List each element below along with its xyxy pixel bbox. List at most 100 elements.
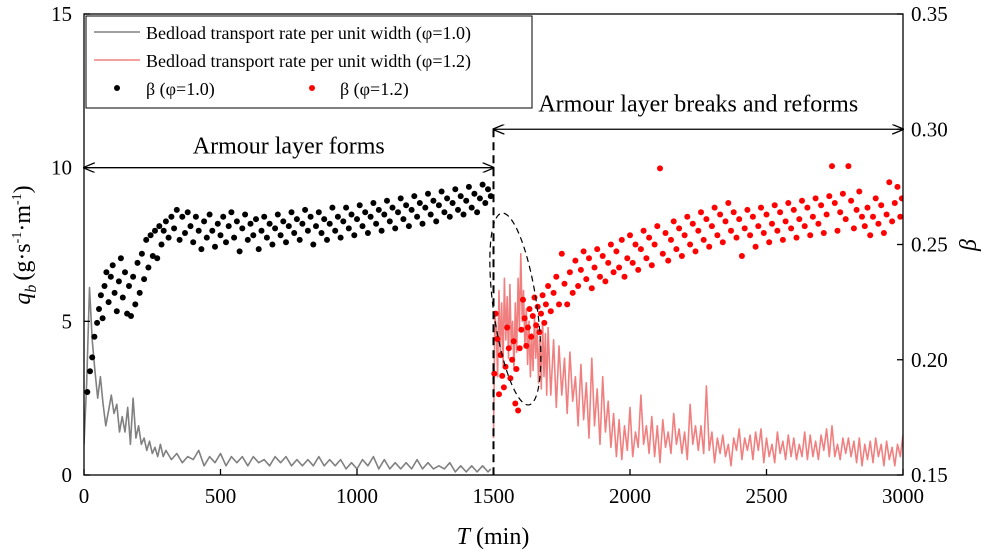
y-left-title-unit: (g·s-1·m-1) xyxy=(10,185,36,280)
scatter-point-3 xyxy=(152,227,158,234)
scatter-point-4 xyxy=(859,213,865,220)
scatter-point-3 xyxy=(84,389,91,395)
scatter-point-3 xyxy=(444,195,451,202)
scatter-point-3 xyxy=(405,223,412,230)
scatter-point-4 xyxy=(706,243,713,250)
scatter-point-4 xyxy=(801,223,808,230)
scatter-point-4 xyxy=(804,204,811,211)
scatter-point-3 xyxy=(247,220,254,227)
scatter-point-3 xyxy=(250,232,257,239)
legend-label-1: Bedload transport rate per unit width (φ… xyxy=(146,23,471,44)
scatter-point-3 xyxy=(465,183,472,190)
series-layer xyxy=(84,163,903,473)
scatter-point-4 xyxy=(700,236,707,243)
scatter-point-4 xyxy=(635,266,642,273)
scatter-point-4 xyxy=(533,322,540,329)
scatter-point-4 xyxy=(897,213,903,220)
x-axis-title-unit: (min) xyxy=(470,524,529,550)
scatter-point-3 xyxy=(132,301,139,308)
scatter-point-4 xyxy=(676,225,683,232)
scatter-point-3 xyxy=(87,368,93,375)
scatter-point-3 xyxy=(184,209,191,216)
scatter-point-3 xyxy=(370,200,377,206)
scatter-point-4 xyxy=(670,218,677,225)
scatter-point-4 xyxy=(722,218,729,225)
scatter-point-4 xyxy=(526,306,533,312)
scatter-point-4 xyxy=(826,193,833,200)
scatter-point-3 xyxy=(367,213,374,220)
scatter-point-4 xyxy=(875,220,882,227)
legend: Bedload transport rate per unit width (φ… xyxy=(85,15,533,109)
scatter-point-3 xyxy=(149,253,156,259)
scatter-point-3 xyxy=(160,227,167,234)
scatter-point-3 xyxy=(433,218,440,225)
scatter-point-4 xyxy=(512,400,519,407)
scatter-point-4 xyxy=(845,163,852,170)
scatter-point-4 xyxy=(569,289,576,296)
scatter-point-4 xyxy=(779,236,786,243)
scatter-point-4 xyxy=(708,223,715,230)
scatter-point-3 xyxy=(315,209,322,216)
scatter-point-4 xyxy=(777,209,784,216)
scatter-point-3 xyxy=(427,211,434,218)
scatter-point-4 xyxy=(785,200,792,206)
scatter-point-3 xyxy=(476,195,483,202)
scatter-point-3 xyxy=(482,200,489,206)
scatter-point-3 xyxy=(296,236,303,243)
scatter-point-3 xyxy=(209,227,216,234)
scatter-point-3 xyxy=(487,193,494,200)
scatter-point-4 xyxy=(577,266,584,273)
scatter-point-3 xyxy=(154,255,161,262)
scatter-point-3 xyxy=(329,204,336,211)
scatter-point-4 xyxy=(809,213,816,220)
scatter-point-4 xyxy=(558,250,565,257)
scatter-point-4 xyxy=(763,211,770,218)
scatter-point-4 xyxy=(586,255,592,262)
legend-label-3: β (φ=1.0) xyxy=(146,79,215,100)
scatter-point-4 xyxy=(774,227,781,234)
scatter-point-4 xyxy=(747,232,754,239)
scatter-point-4 xyxy=(689,220,696,227)
scatter-point-3 xyxy=(99,315,106,322)
scatter-point-4 xyxy=(687,241,694,248)
scatter-point-3 xyxy=(419,220,426,227)
y-right-tick-label: 0.35 xyxy=(911,2,948,26)
scatter-point-3 xyxy=(414,213,421,220)
scatter-point-4 xyxy=(621,273,628,280)
scatter-point-4 xyxy=(668,236,674,243)
scatter-point-4 xyxy=(607,241,614,248)
scatter-point-3 xyxy=(134,259,141,266)
scatter-point-3 xyxy=(198,246,205,253)
scatter-point-4 xyxy=(736,216,743,223)
scatter-point-4 xyxy=(491,370,498,377)
scatter-point-3 xyxy=(351,232,358,239)
scatter-point-4 xyxy=(678,253,685,259)
x-tick-label: 500 xyxy=(205,484,237,508)
scatter-point-3 xyxy=(389,204,396,211)
scatter-point-3 xyxy=(111,289,118,296)
scatter-point-3 xyxy=(411,193,418,200)
scatter-point-3 xyxy=(283,239,289,246)
scatter-point-4 xyxy=(864,204,871,211)
scatter-point-3 xyxy=(228,209,235,216)
scatter-point-4 xyxy=(711,204,718,211)
scatter-point-4 xyxy=(673,246,680,253)
legend-label-2: Bedload transport rate per unit width (φ… xyxy=(146,51,471,72)
scatter-point-3 xyxy=(291,230,298,236)
scatter-point-4 xyxy=(842,216,849,223)
scatter-point-4 xyxy=(518,326,525,333)
y-right-tick-label: 0.20 xyxy=(911,348,948,372)
scatter-point-4 xyxy=(788,225,795,232)
x-tick-label: 1000 xyxy=(336,484,378,508)
y-right-axis-title: β xyxy=(956,239,982,252)
scatter-point-3 xyxy=(101,283,108,289)
scatter-point-4 xyxy=(541,319,548,326)
scatter-point-3 xyxy=(217,232,224,239)
scatter-point-4 xyxy=(856,188,863,195)
scatter-point-4 xyxy=(510,338,517,345)
scatter-point-3 xyxy=(141,276,148,283)
scatter-point-4 xyxy=(657,165,663,172)
scatter-point-3 xyxy=(147,232,154,239)
scatter-point-3 xyxy=(479,181,486,188)
